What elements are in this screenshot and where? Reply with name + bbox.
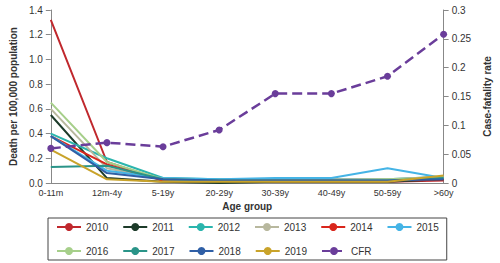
svg-text:Case-fatality rate: Case-fatality rate — [482, 56, 493, 137]
svg-text:0.05: 0.05 — [452, 149, 472, 160]
svg-text:0.6: 0.6 — [29, 103, 43, 114]
svg-text:0.3: 0.3 — [452, 5, 466, 16]
svg-text:0.15: 0.15 — [452, 91, 472, 102]
svg-text:50-59y: 50-59y — [374, 188, 402, 198]
svg-text:1.2: 1.2 — [29, 29, 43, 40]
svg-text:30-39y: 30-39y — [262, 188, 290, 198]
svg-text:0.4: 0.4 — [29, 128, 43, 139]
svg-text:0.1: 0.1 — [452, 120, 466, 131]
svg-text:0.2: 0.2 — [452, 62, 466, 73]
svg-text:2019: 2019 — [285, 246, 308, 257]
svg-text:2015: 2015 — [416, 222, 439, 233]
svg-text:2011: 2011 — [152, 222, 174, 233]
svg-text:0: 0 — [451, 177, 458, 189]
svg-text:1.0: 1.0 — [29, 54, 43, 65]
svg-text:2010: 2010 — [86, 222, 109, 233]
svg-text:0.8: 0.8 — [29, 79, 43, 90]
svg-text:CFR: CFR — [351, 246, 372, 257]
svg-text:0.0: 0.0 — [28, 177, 43, 189]
svg-text:2017: 2017 — [152, 246, 175, 257]
svg-text:2012: 2012 — [218, 222, 241, 233]
svg-text:1.4: 1.4 — [29, 5, 43, 16]
svg-text:5-19y: 5-19y — [152, 188, 175, 198]
svg-text:20-29y: 20-29y — [205, 188, 233, 198]
svg-text:12m-4y: 12m-4y — [92, 188, 123, 198]
svg-text:0.25: 0.25 — [452, 33, 472, 44]
svg-text:0.2: 0.2 — [29, 153, 43, 164]
svg-text:40-49y: 40-49y — [318, 188, 346, 198]
svg-text:2018: 2018 — [218, 246, 241, 257]
svg-text:Age group: Age group — [222, 201, 272, 212]
svg-text:2014: 2014 — [350, 222, 373, 233]
svg-text:2016: 2016 — [86, 246, 109, 257]
svg-text:>60y: >60y — [434, 188, 454, 198]
svg-text:0-11m: 0-11m — [38, 188, 63, 198]
svg-text:2013: 2013 — [284, 222, 307, 233]
svg-text:Death per 100,000 population: Death per 100,000 population — [8, 27, 19, 166]
